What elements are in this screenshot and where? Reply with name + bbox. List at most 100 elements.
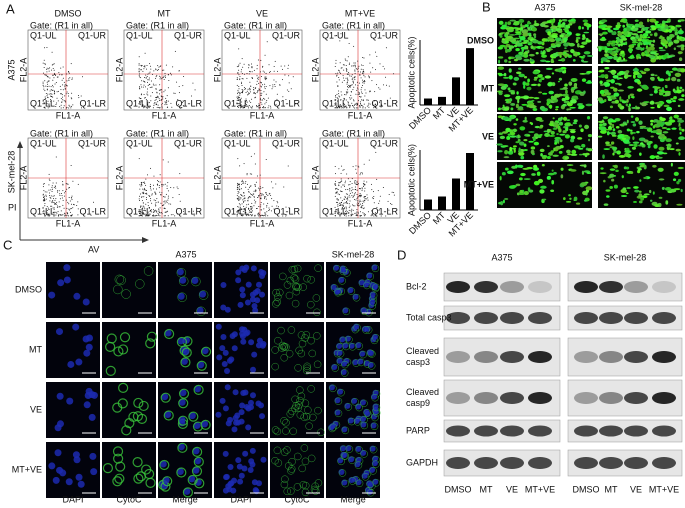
dot <box>348 207 350 209</box>
cell <box>611 123 615 129</box>
dot <box>376 206 378 208</box>
dot <box>76 205 78 207</box>
dot <box>154 203 156 205</box>
dot <box>364 199 366 201</box>
cell <box>630 131 634 135</box>
dot <box>243 208 245 210</box>
cell <box>581 143 586 148</box>
cell <box>613 50 619 53</box>
nucleus <box>222 405 229 412</box>
dot <box>54 72 56 74</box>
dot <box>334 99 336 101</box>
cell <box>573 97 579 100</box>
cell <box>506 136 511 140</box>
dot <box>155 84 157 86</box>
bar <box>438 196 446 210</box>
dot <box>45 98 47 100</box>
dot <box>336 97 338 99</box>
dot <box>237 97 239 99</box>
cell <box>539 148 545 153</box>
dot <box>350 210 352 212</box>
dot <box>249 214 251 216</box>
cell <box>648 140 653 144</box>
dot <box>358 196 360 198</box>
cell <box>633 71 640 76</box>
dot <box>165 200 167 202</box>
dot <box>337 98 339 100</box>
dot <box>243 73 245 75</box>
cell <box>666 106 673 112</box>
cell <box>508 68 512 73</box>
dot <box>393 73 395 75</box>
nucleus <box>234 412 241 419</box>
cell <box>614 82 621 85</box>
cell <box>672 99 676 103</box>
cytoc <box>331 364 339 372</box>
cell <box>607 49 613 54</box>
dot <box>236 96 238 98</box>
dot <box>239 76 241 78</box>
dot <box>249 87 251 89</box>
dot <box>47 76 49 78</box>
cytoc <box>329 423 338 432</box>
dot <box>150 187 152 189</box>
cell <box>624 123 628 126</box>
cell <box>530 105 537 109</box>
cell <box>616 150 621 155</box>
band <box>500 425 524 437</box>
cell <box>577 137 583 140</box>
dot <box>379 195 381 197</box>
dot <box>362 200 364 202</box>
cell <box>563 37 568 41</box>
dot <box>336 208 338 210</box>
dot <box>259 106 261 108</box>
dot <box>360 215 362 217</box>
dot <box>68 203 70 205</box>
dot <box>391 203 393 205</box>
cytoc <box>313 308 321 317</box>
dot <box>254 153 256 155</box>
dot <box>334 212 336 214</box>
quadrant-label: Q1-UL <box>322 30 349 40</box>
y-axis-label: Apoptotic cells(%) <box>406 144 416 216</box>
cell <box>665 138 672 143</box>
dot <box>262 187 264 189</box>
cell <box>620 194 628 198</box>
cell <box>527 78 530 83</box>
cell <box>671 76 677 82</box>
dot <box>63 105 65 107</box>
dot <box>363 196 365 198</box>
cell <box>680 188 683 193</box>
dot <box>158 184 160 186</box>
dot <box>55 156 57 158</box>
dot <box>194 89 196 91</box>
cell <box>532 47 536 50</box>
dot <box>52 200 54 202</box>
dot <box>265 101 267 103</box>
dot <box>351 74 353 76</box>
cell <box>523 84 526 89</box>
dot <box>260 82 262 84</box>
gate-text: Gate: (R1 in all) <box>224 128 287 138</box>
dot <box>68 104 70 106</box>
dot <box>363 180 365 182</box>
dot <box>56 76 58 78</box>
cell <box>571 97 574 100</box>
dot <box>245 181 247 183</box>
dot <box>340 172 342 174</box>
dot <box>236 188 238 190</box>
dot <box>347 87 349 89</box>
dot <box>249 71 251 73</box>
nucleus <box>240 389 247 396</box>
dot <box>264 76 266 78</box>
cell <box>665 91 671 97</box>
dot <box>180 107 182 109</box>
cell <box>546 155 551 160</box>
dot <box>248 100 250 102</box>
cell <box>626 22 629 27</box>
dot <box>51 205 53 207</box>
cytoc <box>114 473 125 484</box>
dot <box>249 193 251 195</box>
dot <box>370 71 372 73</box>
dot <box>50 69 52 71</box>
